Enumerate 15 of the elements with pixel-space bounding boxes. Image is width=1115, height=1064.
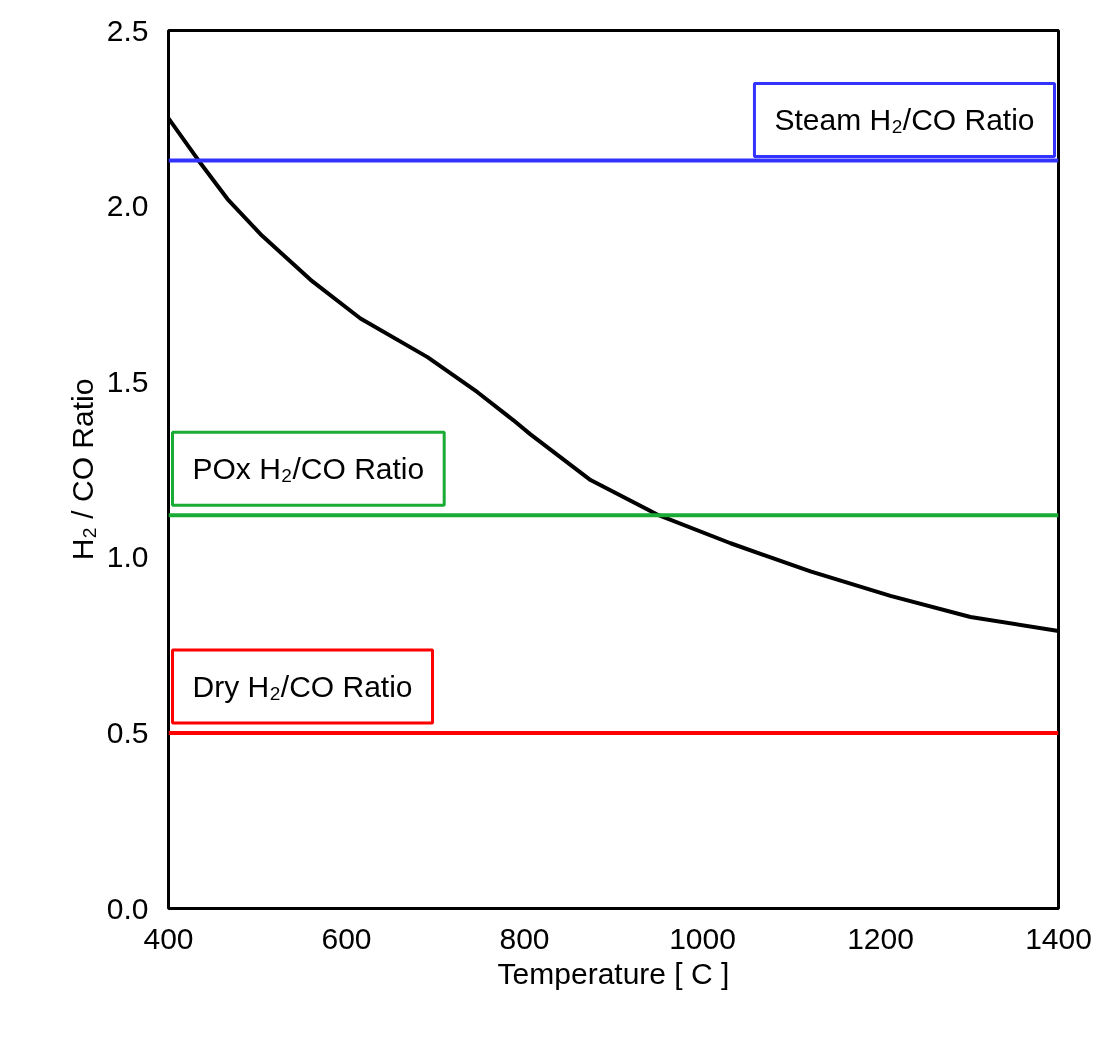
ref-line-label: Steam H₂/CO Ratio: [774, 103, 1035, 137]
x-axis-title: Temperature [ C ]: [497, 956, 730, 990]
ref-line-label: Dry H₂/CO Ratio: [192, 669, 413, 703]
y-tick-label: 1.0: [106, 540, 149, 574]
y-tick-label: 1.5: [106, 364, 149, 398]
x-tick-label: 600: [321, 921, 372, 955]
x-tick-label: 1400: [1025, 921, 1092, 955]
x-tick-label: 1000: [669, 921, 736, 955]
x-tick-label: 800: [499, 921, 550, 955]
y-tick-label: 2.0: [106, 189, 149, 223]
ref-line-label: POx H₂/CO Ratio: [192, 452, 425, 486]
y-tick-label: 2.5: [106, 13, 149, 47]
y-axis-title: H₂ / CO Ratio: [65, 378, 99, 561]
x-tick-label: 1200: [847, 921, 914, 955]
y-tick-label: 0.5: [106, 715, 149, 749]
